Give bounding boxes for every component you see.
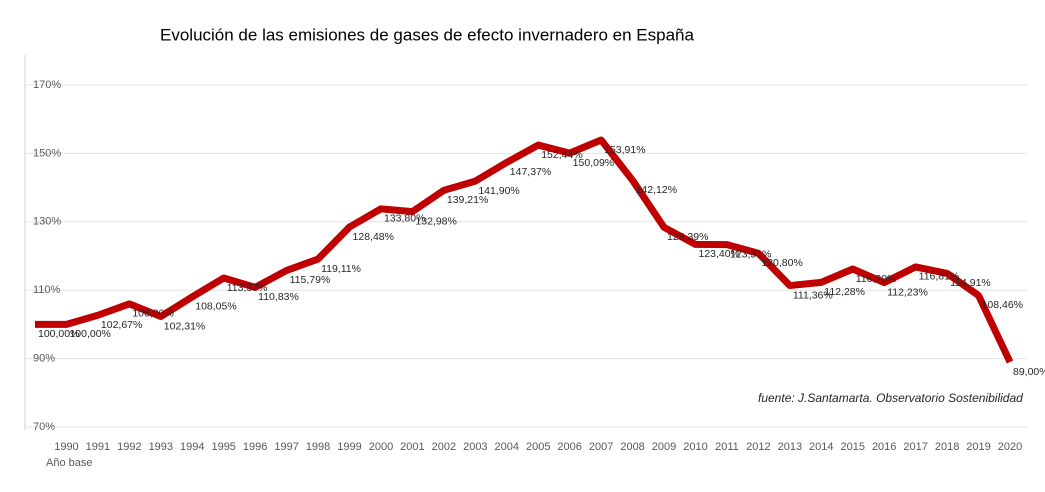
x-tick-label: 2015 <box>840 441 864 453</box>
x-tick-label: 1996 <box>243 441 267 453</box>
x-tick-label: 1995 <box>211 441 235 453</box>
x-tick-label: 1998 <box>306 441 330 453</box>
x-tick-label: 1994 <box>180 441 204 453</box>
data-label: 102,31% <box>164 320 205 332</box>
data-label: 108,46% <box>982 299 1023 311</box>
data-label: 120,80% <box>761 257 802 269</box>
data-label: 139,21% <box>447 194 488 206</box>
x-tick-label: 2006 <box>557 441 581 453</box>
data-label: 123,40% <box>698 248 739 260</box>
data-label: 128,48% <box>353 231 394 243</box>
data-label: 116,81% <box>919 271 960 283</box>
data-label: 110,83% <box>258 291 299 303</box>
x-tick-label: 1991 <box>86 441 110 453</box>
data-label: 115,79% <box>290 274 331 286</box>
y-tick-label: 70% <box>33 421 55 433</box>
data-label: 113,57% <box>227 282 268 294</box>
y-tick-label: 110% <box>33 284 61 296</box>
data-label: 89,00% <box>1013 366 1045 378</box>
base-label: Año base <box>46 457 92 469</box>
data-label: 133,80% <box>384 213 425 225</box>
x-tick-label: 2013 <box>778 441 802 453</box>
chart-title: Evolución de las emisiones de gases de e… <box>160 25 695 44</box>
data-label: 112,28% <box>824 286 865 298</box>
data-label: 112,23% <box>887 286 928 298</box>
data-label: 100,00% <box>69 328 110 340</box>
data-label: 114,91% <box>950 277 991 289</box>
source-note: fuente: J.Santamarta. Observatorio Soste… <box>758 391 1023 405</box>
x-tick-label: 2000 <box>369 441 393 453</box>
x-tick-label: 2009 <box>652 441 676 453</box>
x-tick-label: 2020 <box>998 441 1022 453</box>
data-label: 150,09% <box>573 157 614 169</box>
x-tick-label: 1999 <box>337 441 361 453</box>
x-tick-label: 2001 <box>400 441 424 453</box>
x-tick-label: 2016 <box>872 441 896 453</box>
data-label: 153,91% <box>604 144 645 156</box>
data-line <box>35 136 1014 364</box>
x-tick-label: 2014 <box>809 441 833 453</box>
x-tick-label: 2002 <box>432 441 456 453</box>
data-label: 152,44% <box>541 149 582 161</box>
y-tick-label: 150% <box>33 147 61 159</box>
y-tick-label: 90% <box>33 353 55 365</box>
data-label: 111,36% <box>793 289 833 301</box>
x-tick-label: 2011 <box>715 441 739 453</box>
x-tick-label: 2017 <box>903 441 927 453</box>
data-label: 132,98% <box>415 215 456 227</box>
data-label: 108,05% <box>195 301 236 313</box>
x-tick-label: 2007 <box>589 441 613 453</box>
data-label: 102,67% <box>101 319 142 331</box>
x-tick-label: 2005 <box>526 441 550 453</box>
data-label: 100,00% <box>38 328 79 340</box>
data-label: 119,11% <box>321 263 361 275</box>
x-tick-label: 2012 <box>746 441 770 453</box>
y-tick-label: 130% <box>33 216 61 228</box>
data-label: 123,31% <box>730 248 771 260</box>
x-tick-label: 1992 <box>117 441 141 453</box>
x-tick-label: 2019 <box>966 441 990 453</box>
data-label: 116,20% <box>856 273 897 285</box>
data-label: 128,39% <box>667 231 708 243</box>
data-label: 142,12% <box>636 184 677 196</box>
x-tick-label: 2004 <box>495 441 519 453</box>
data-label: 141,90% <box>478 185 519 197</box>
x-tick-label: 1990 <box>54 441 78 453</box>
data-label: 147,37% <box>510 166 551 178</box>
x-tick-label: 1993 <box>149 441 173 453</box>
x-tick-label: 1997 <box>274 441 298 453</box>
x-tick-label: 2018 <box>935 441 959 453</box>
x-tick-label: 2010 <box>683 441 707 453</box>
y-tick-label: 170% <box>33 79 61 91</box>
data-label: 106,00% <box>132 308 173 320</box>
x-tick-label: 2003 <box>463 441 487 453</box>
x-tick-label: 2008 <box>620 441 644 453</box>
